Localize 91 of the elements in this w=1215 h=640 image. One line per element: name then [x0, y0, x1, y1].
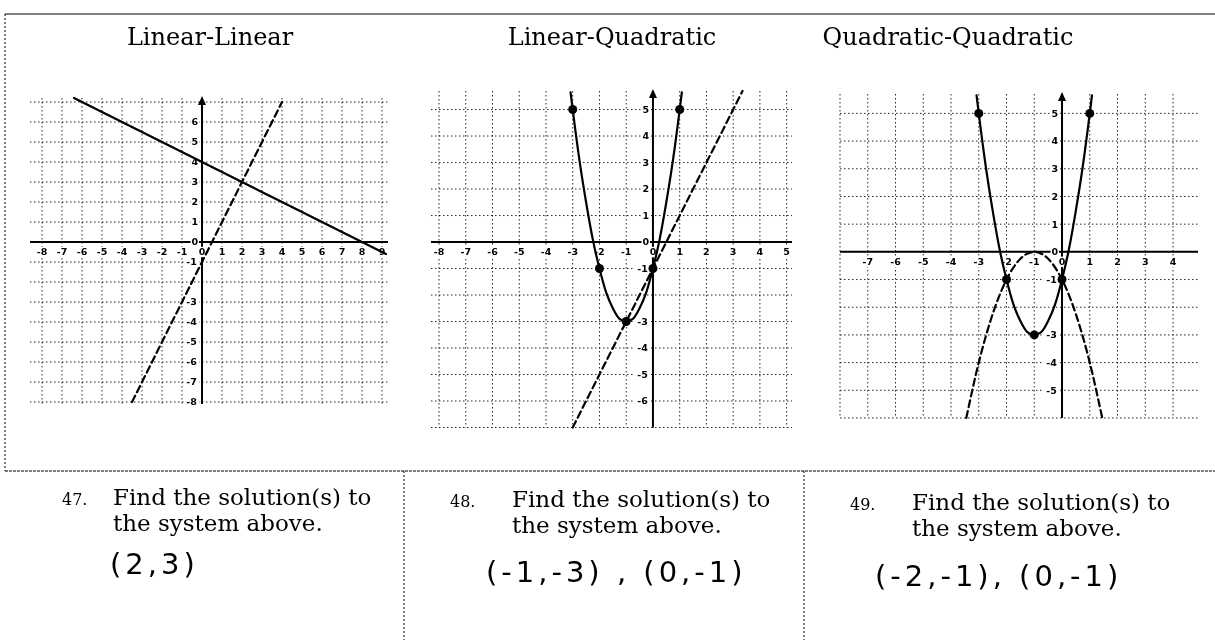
text: (2,3): [110, 547, 199, 581]
x-tick-label: 2: [1114, 256, 1121, 268]
x-tick-label: -7: [862, 256, 874, 268]
y-tick-label: -6: [637, 395, 649, 407]
point: [594, 264, 604, 274]
text: 48.: [450, 492, 476, 511]
x-tick-label: -3: [973, 256, 985, 268]
point: [1029, 330, 1039, 340]
x-tick-label: 2: [238, 246, 246, 258]
text: (-1,-3) , (0,-1): [486, 555, 747, 589]
x-tick-label: -3: [136, 246, 148, 258]
y-tick-label: -5: [1046, 384, 1057, 396]
x-tick-label: 3: [258, 246, 266, 258]
x-tick-label: -5: [917, 256, 929, 268]
text: (-2,-1), (0,-1): [875, 559, 1123, 593]
x-tick-label: 5: [298, 246, 306, 258]
y-tick-label: 1: [642, 209, 650, 221]
y-tick-label: -7: [186, 376, 197, 388]
x-tick-label: -6: [890, 256, 902, 268]
chart-title: Linear-Linear: [126, 23, 294, 51]
x-tick-label: -4: [116, 246, 128, 258]
y-tick-label: 1: [1051, 218, 1059, 230]
chart-title: Quadratic-Quadratic: [822, 23, 1074, 51]
x-tick-label: 5: [783, 246, 790, 258]
text: Find the solution(s) to the system above.: [912, 489, 1171, 541]
x-tick-label: 4: [1169, 256, 1177, 268]
x-tick-label: 4: [278, 246, 286, 258]
point: [1057, 275, 1067, 285]
y-tick-label: -4: [637, 342, 649, 354]
x-tick-label: -3: [567, 246, 579, 258]
y-tick-label: 2: [191, 196, 199, 208]
y-tick-label: -5: [637, 368, 648, 380]
point: [1085, 108, 1095, 118]
x-tick-label: -1: [176, 246, 188, 258]
x-tick-label: -1: [1028, 256, 1040, 268]
y-tick-label: -8: [186, 396, 198, 408]
x-tick-label: 1: [1086, 256, 1094, 268]
x-tick-label: -5: [513, 246, 525, 258]
x-tick-label: 6: [318, 246, 326, 258]
y-tick-label: -6: [186, 356, 198, 368]
x-tick-label: -5: [96, 246, 108, 258]
y-tick-label: -5: [186, 336, 197, 348]
x-tick-label: 4: [756, 246, 764, 258]
y-tick-label: -3: [637, 315, 648, 327]
point: [675, 105, 685, 115]
y-tick-label: -3: [1046, 329, 1057, 341]
y-tick-label: -1: [1046, 273, 1057, 285]
y-tick-label: 3: [191, 176, 199, 188]
x-tick-label: -1: [620, 246, 632, 258]
text: 47.: [62, 490, 88, 509]
y-tick-label: 3: [642, 156, 650, 168]
y-tick-label: 2: [1051, 190, 1059, 202]
x-tick-label: -8: [433, 246, 445, 258]
y-tick-label: 2: [642, 183, 650, 195]
x-tick-label: -7: [56, 246, 68, 258]
text: 49.: [850, 495, 876, 514]
x-tick-label: 3: [1141, 256, 1149, 268]
x-tick-label: 7: [338, 246, 346, 258]
x-tick-label: -2: [156, 246, 168, 258]
y-tick-label: -4: [1046, 357, 1058, 369]
point: [1002, 275, 1012, 285]
y-tick-label: 0: [642, 236, 650, 248]
chart-title: Linear-Quadratic: [507, 23, 717, 51]
y-tick-label: 4: [642, 130, 650, 142]
point: [648, 264, 658, 274]
x-tick-label: -6: [76, 246, 88, 258]
y-tick-label: -3: [186, 296, 197, 308]
y-tick-label: 0: [191, 236, 199, 248]
x-tick-label: -4: [540, 246, 552, 258]
x-tick-label: 1: [218, 246, 226, 258]
y-tick-label: 5: [1051, 107, 1059, 119]
y-tick-label: 5: [191, 136, 199, 148]
x-tick-label: -6: [487, 246, 499, 258]
x-tick-label: -8: [36, 246, 48, 258]
point: [974, 108, 984, 118]
x-tick-label: 8: [358, 246, 366, 258]
y-tick-label: 4: [1051, 135, 1059, 147]
text: Find the solution(s) to the system above.: [113, 484, 372, 536]
x-tick-label: -7: [460, 246, 472, 258]
y-tick-label: 6: [191, 116, 199, 128]
x-tick-label: 1: [676, 246, 683, 258]
point: [621, 317, 631, 327]
text: Find the solution(s) to the system above.: [512, 486, 771, 538]
y-tick-label: -4: [186, 316, 198, 328]
x-tick-label: 2: [703, 246, 710, 258]
y-tick-label: 1: [191, 216, 199, 228]
y-tick-label: 5: [642, 103, 650, 115]
x-tick-label: -4: [945, 256, 957, 268]
point: [568, 105, 578, 115]
y-tick-label: 3: [1051, 163, 1059, 175]
x-tick-label: 3: [729, 246, 737, 258]
